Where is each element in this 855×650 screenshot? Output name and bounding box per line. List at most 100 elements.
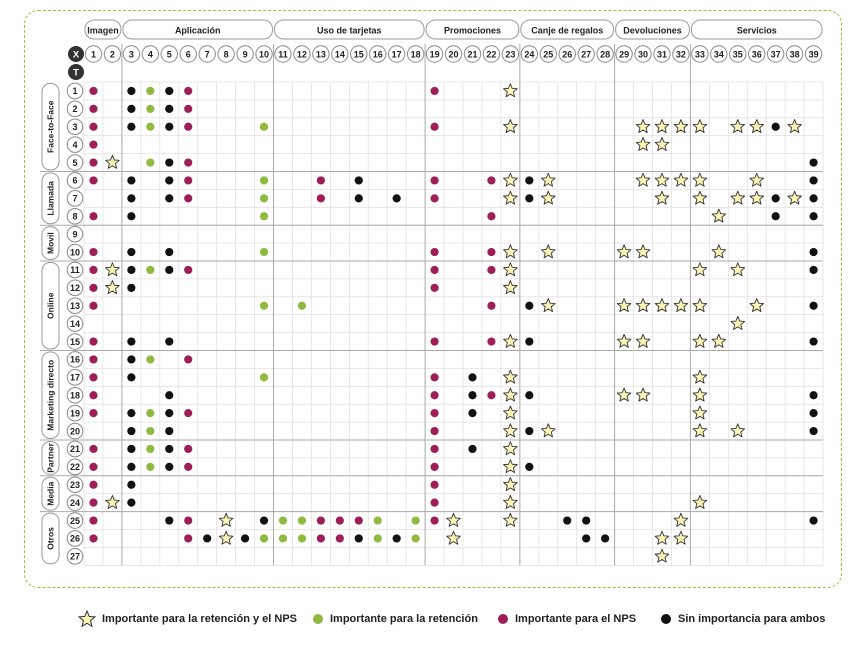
column-number-label: 2 xyxy=(110,50,115,60)
marker-nps-dot xyxy=(430,337,439,346)
row-number-label: 4 xyxy=(72,140,77,150)
row-number-circle xyxy=(66,351,84,368)
row-number-circle xyxy=(66,136,84,153)
marker-retention-dot xyxy=(146,104,155,113)
column-number-circle xyxy=(84,45,103,63)
marker-star xyxy=(692,262,708,277)
channel-pill xyxy=(41,83,60,171)
marker-retention-dot xyxy=(259,373,269,382)
column-number-circle xyxy=(710,45,728,63)
marker-nps-dot xyxy=(89,104,98,113)
marker-nps-dot xyxy=(184,265,193,275)
marker-retention-dot xyxy=(146,158,155,167)
marker-retention-dot xyxy=(146,355,155,364)
marker-nps-dot xyxy=(184,444,193,454)
matrix-chart: Imagen Aplicación Uso de tarjetas Promocion… xyxy=(40,19,824,566)
row-number-label: 7 xyxy=(72,194,77,204)
row-number-circle xyxy=(66,315,84,332)
marker-star xyxy=(503,262,518,277)
column-number-label: 38 xyxy=(790,50,800,60)
marker-none-dot xyxy=(165,337,174,346)
marker-nps-dot xyxy=(487,176,496,185)
marker-retention-dot xyxy=(411,534,420,543)
row-number-circle xyxy=(66,118,84,136)
grid-background xyxy=(84,82,824,566)
row-number-circle xyxy=(66,386,84,404)
marker-star xyxy=(616,333,632,348)
row-number-circle xyxy=(66,530,84,547)
column-number-label: 24 xyxy=(524,50,534,60)
group-header-pill xyxy=(274,19,425,40)
legend-item-none: Sin importancia para ambos xyxy=(660,608,825,630)
column-number-label: 31 xyxy=(657,50,667,60)
marker-none-dot xyxy=(165,86,174,96)
marker-nps-dot xyxy=(487,247,496,257)
column-number-circle xyxy=(634,45,652,63)
legend-item-nps: Importante para el NPS xyxy=(497,608,636,630)
marker-star xyxy=(635,172,651,187)
legend-label-star: Importante para la retención y el NPS xyxy=(102,613,298,625)
marker-star xyxy=(711,208,727,223)
marker-nps-dot xyxy=(316,176,325,185)
marker-star xyxy=(616,387,632,402)
row-number-label: 9 xyxy=(72,229,77,239)
row-number-circle xyxy=(66,512,84,529)
marker-star xyxy=(503,280,518,295)
marker-none-dot xyxy=(127,283,136,292)
marker-star xyxy=(692,423,708,438)
channel-label: Face-to-Face xyxy=(46,100,56,153)
marker-star xyxy=(692,190,708,205)
marker-star xyxy=(749,172,765,187)
marker-star xyxy=(503,172,518,187)
marker-none-dot xyxy=(563,516,572,525)
marker-star xyxy=(692,387,708,402)
column-number-label: 36 xyxy=(752,50,762,60)
column-number-circle xyxy=(331,45,349,63)
marker-none-dot xyxy=(127,194,136,203)
marker-star xyxy=(503,190,518,205)
marker-nps-dot xyxy=(430,480,439,489)
marker-star xyxy=(654,548,670,563)
marker-star xyxy=(673,530,689,545)
group-header-pill xyxy=(690,19,823,40)
marker-none-dot xyxy=(525,462,534,471)
row-number-label: 20 xyxy=(70,426,80,436)
marker-nps-dot xyxy=(430,283,439,292)
column-number-label: 1 xyxy=(91,50,96,60)
column-number-label: 35 xyxy=(733,50,743,60)
column-number-label: 37 xyxy=(771,50,781,60)
marker-retention-dot xyxy=(278,534,288,543)
black-dot-icon xyxy=(661,614,671,624)
marker-nps-dot xyxy=(89,462,98,471)
column-number-label: 4 xyxy=(148,50,153,60)
channel-label: Online xyxy=(46,292,56,319)
marker-star xyxy=(540,172,556,187)
group-header-pill xyxy=(520,19,615,40)
column-number-circle xyxy=(425,45,444,63)
column-number-circle xyxy=(122,45,141,63)
row-number-label: 2 xyxy=(72,104,77,114)
marker-star xyxy=(503,387,518,402)
marker-none-dot xyxy=(127,212,136,221)
marker-star xyxy=(635,333,651,348)
marker-none-dot xyxy=(354,176,363,185)
marker-none-dot xyxy=(809,176,818,185)
marker-none-dot xyxy=(392,534,401,543)
row-number-label: 10 xyxy=(70,247,80,257)
column-number-label: 23 xyxy=(505,50,515,60)
row-number-label: 22 xyxy=(70,462,80,472)
column-number-label: 26 xyxy=(562,50,572,60)
marker-star xyxy=(446,512,461,527)
marker-none-dot xyxy=(165,158,174,167)
marker-star xyxy=(730,262,746,277)
marker-star xyxy=(711,333,727,348)
marker-retention-dot xyxy=(259,122,269,131)
column-number-label: 22 xyxy=(486,50,496,60)
marker-none-dot xyxy=(127,86,136,96)
marker-nps-dot xyxy=(335,534,344,543)
channel-label: Llamada xyxy=(46,181,56,216)
marker-nps-dot xyxy=(430,122,439,131)
column-number-circle xyxy=(482,45,501,63)
row-number-label: 15 xyxy=(70,337,80,347)
marker-retention-dot xyxy=(278,516,288,525)
